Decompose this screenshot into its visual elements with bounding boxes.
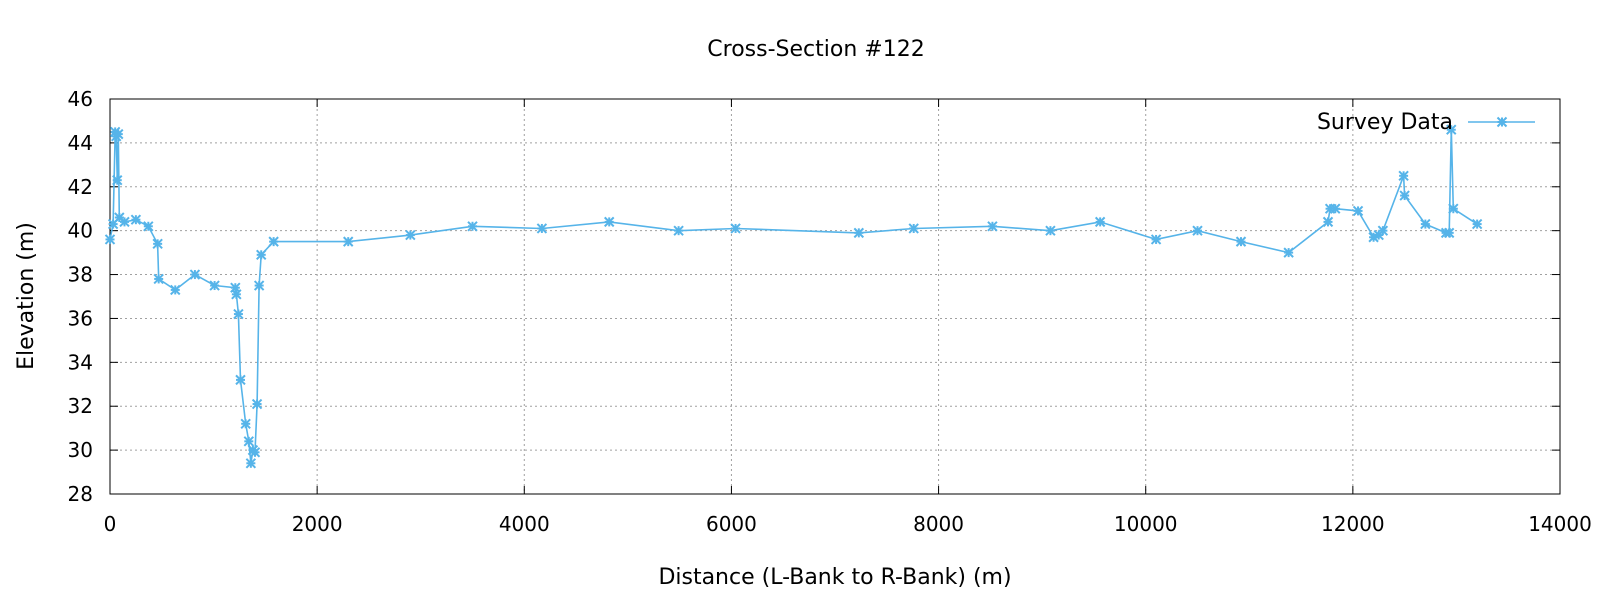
data-point-marker: [119, 216, 130, 228]
data-point-marker: [1443, 227, 1455, 239]
data-point-marker: [1377, 225, 1389, 236]
data-point-marker: [1420, 218, 1431, 230]
series-line: [109, 129, 1478, 464]
data-point-marker: [1094, 216, 1106, 228]
data-point-marker: [405, 229, 416, 241]
y-tick-label: 34: [68, 350, 93, 374]
x-tick-label: 14000: [1528, 512, 1592, 536]
x-tick-label: 6000: [706, 512, 757, 536]
data-point-marker: [908, 223, 919, 234]
data-point-marker: [170, 284, 181, 296]
data-point-marker: [104, 234, 116, 245]
axis-ticks: 0 2000 4000 6000 8000 10000 12000 14000 28 30 32 34…: [68, 87, 1592, 536]
data-point-marker: [143, 221, 154, 232]
data-point-marker: [1399, 190, 1410, 201]
x-tick-label: 2000: [292, 512, 343, 536]
y-tick-label: 40: [68, 219, 93, 243]
chart-title: Cross-Section #122: [707, 37, 924, 62]
data-point-marker: [235, 374, 246, 386]
x-tick-label: 12000: [1321, 512, 1385, 536]
data-point-marker: [987, 221, 998, 232]
data-point-marker: [249, 447, 261, 458]
data-point-marker: [730, 223, 741, 234]
data-point-marker: [1192, 225, 1203, 236]
data-point-marker: [1235, 236, 1247, 247]
data-point-marker: [113, 128, 124, 140]
data-point-marker: [268, 236, 279, 247]
x-tick-label: 8000: [913, 512, 964, 536]
data-point-marker: [243, 436, 254, 447]
series-survey-data: [104, 124, 1483, 469]
data-point-marker: [1471, 218, 1483, 230]
y-tick-label: 38: [68, 263, 93, 287]
data-point-marker: [253, 280, 265, 291]
data-point-marker: [152, 238, 163, 250]
data-point-marker: [1150, 234, 1162, 245]
data-point-marker: [1446, 124, 1457, 135]
data-point-marker: [1352, 205, 1364, 217]
data-point-marker: [536, 223, 548, 234]
data-point-marker: [251, 398, 263, 410]
data-point-marker: [343, 236, 354, 247]
data-point-marker: [233, 308, 244, 320]
data-point-marker: [189, 269, 201, 280]
data-point-marker: [153, 273, 164, 285]
data-point-marker: [467, 221, 478, 232]
data-point-marker: [256, 249, 267, 261]
y-tick-label: 44: [68, 131, 93, 155]
legend-marker-star: [1496, 116, 1508, 128]
y-tick-label: 36: [68, 306, 93, 330]
data-point-marker: [209, 280, 220, 291]
x-tick-label: 10000: [1114, 512, 1178, 536]
x-tick-label: 0: [104, 512, 117, 536]
data-point-marker: [1330, 203, 1341, 214]
grid: [110, 99, 1560, 494]
data-point-marker: [1398, 170, 1409, 182]
data-point-marker: [1283, 247, 1294, 258]
data-point-marker: [231, 289, 242, 300]
data-point-marker: [673, 225, 684, 236]
y-tick-label: 42: [68, 175, 93, 199]
data-point-marker: [604, 216, 615, 228]
data-point-marker: [112, 174, 123, 186]
legend-swatch-marker: [1496, 116, 1508, 128]
x-tick-label: 4000: [499, 512, 550, 536]
plot-frame: [109, 98, 1561, 495]
data-point-marker: [1045, 225, 1056, 236]
y-axis-label: Elevation (m): [14, 222, 39, 370]
y-tick-label: 30: [68, 438, 93, 462]
data-point-marker: [130, 214, 142, 225]
data-point-marker: [245, 458, 257, 469]
data-point-marker: [1448, 203, 1459, 214]
x-axis-label: Distance (L-Bank to R-Bank) (m): [658, 565, 1011, 590]
y-tick-label: 32: [68, 394, 93, 418]
data-point-marker: [853, 227, 865, 239]
data-point-marker: [1322, 216, 1334, 228]
legend-label: Survey Data: [1317, 110, 1453, 135]
legend: Survey Data: [1317, 110, 1535, 135]
data-point-marker: [240, 418, 251, 429]
y-tick-label: 46: [68, 87, 93, 111]
y-tick-label: 28: [68, 482, 93, 506]
